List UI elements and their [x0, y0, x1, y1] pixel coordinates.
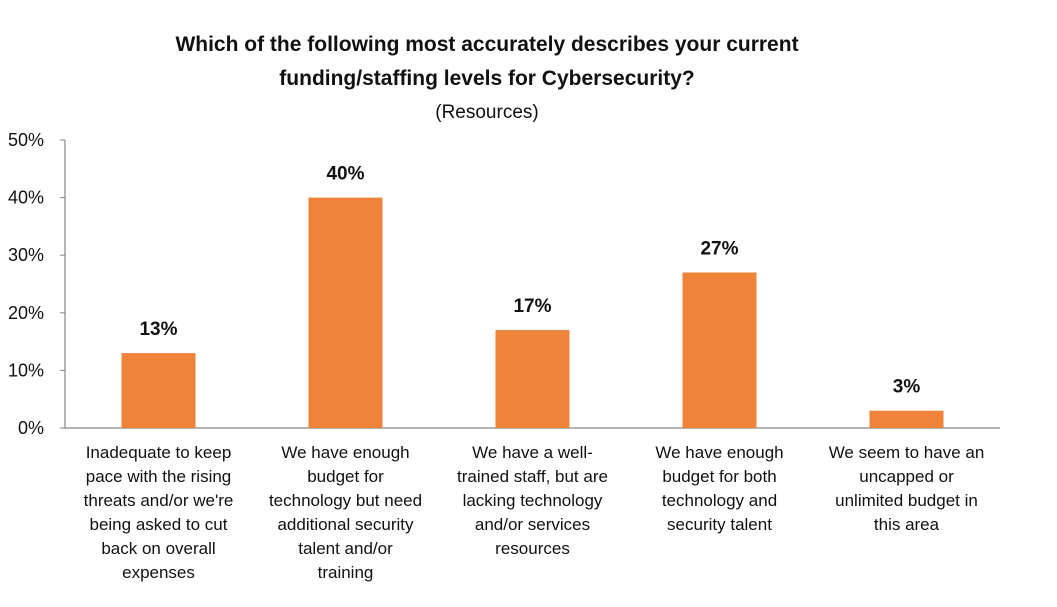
chart-title-line: Which of the following most accurately d… — [175, 33, 798, 56]
category-label-line: budget for both — [662, 467, 776, 486]
category-labels: Inadequate to keep pace with the rising th… — [84, 443, 985, 582]
category-label-line: and/or services — [475, 515, 590, 534]
y-axis-ticks: 0% 10% 20% 30% 40% 50% — [8, 130, 65, 438]
category-label-line: unlimited budget in — [835, 491, 978, 510]
bar-1 — [121, 353, 196, 428]
bar-5 — [869, 410, 944, 428]
category-label-line: expenses — [122, 563, 195, 582]
category-label-line: this area — [874, 515, 940, 534]
category-label-line: trained staff, but are — [457, 467, 608, 486]
y-tick-label: 10% — [8, 360, 44, 380]
data-label: 13% — [139, 319, 177, 340]
category-label-line: training — [318, 563, 374, 582]
data-label: 17% — [513, 296, 551, 317]
data-label: 3% — [893, 377, 921, 398]
bar-2 — [308, 197, 383, 428]
category-label-line: We have enough — [655, 443, 783, 462]
chart-subtitle: (Resources) — [435, 102, 538, 123]
category-label-line: We have a well- — [472, 443, 593, 462]
chart-title-line: funding/staffing levels for Cybersecurit… — [279, 67, 694, 90]
data-label: 27% — [700, 238, 738, 259]
category-label-line: threats and/or we're — [84, 491, 234, 510]
category-label-line: back on overall — [101, 539, 215, 558]
y-tick-label: 0% — [18, 418, 44, 438]
category-label-line: Inadequate to keep — [86, 443, 232, 462]
data-label: 40% — [326, 164, 364, 185]
chart-title: Which of the following most accurately d… — [175, 33, 798, 90]
category-label-line: security talent — [667, 515, 772, 534]
y-tick-label: 20% — [8, 303, 44, 323]
category-label-line: budget for — [307, 467, 384, 486]
y-tick-label: 30% — [8, 245, 44, 265]
category-label-line: We seem to have an — [829, 443, 985, 462]
category-label-line: We have enough — [281, 443, 409, 462]
category-label-line: lacking technology — [463, 491, 603, 510]
bars — [121, 197, 944, 428]
category-label-line: uncapped or — [859, 467, 954, 486]
category-label-line: technology but need — [269, 491, 422, 510]
y-tick-label: 50% — [8, 130, 44, 150]
data-labels: 13% 40% 17% 27% 3% — [139, 164, 920, 398]
category-label-line: resources — [495, 539, 570, 558]
bar-4 — [682, 272, 757, 428]
category-label-line: talent and/or — [298, 539, 393, 558]
category-label-line: pace with the rising — [86, 467, 232, 486]
category-label-line: additional security — [277, 515, 414, 534]
bar-3 — [495, 330, 570, 428]
category-label-line: being asked to cut — [90, 515, 228, 534]
category-label-line: technology and — [662, 491, 777, 510]
y-tick-label: 40% — [8, 188, 44, 208]
